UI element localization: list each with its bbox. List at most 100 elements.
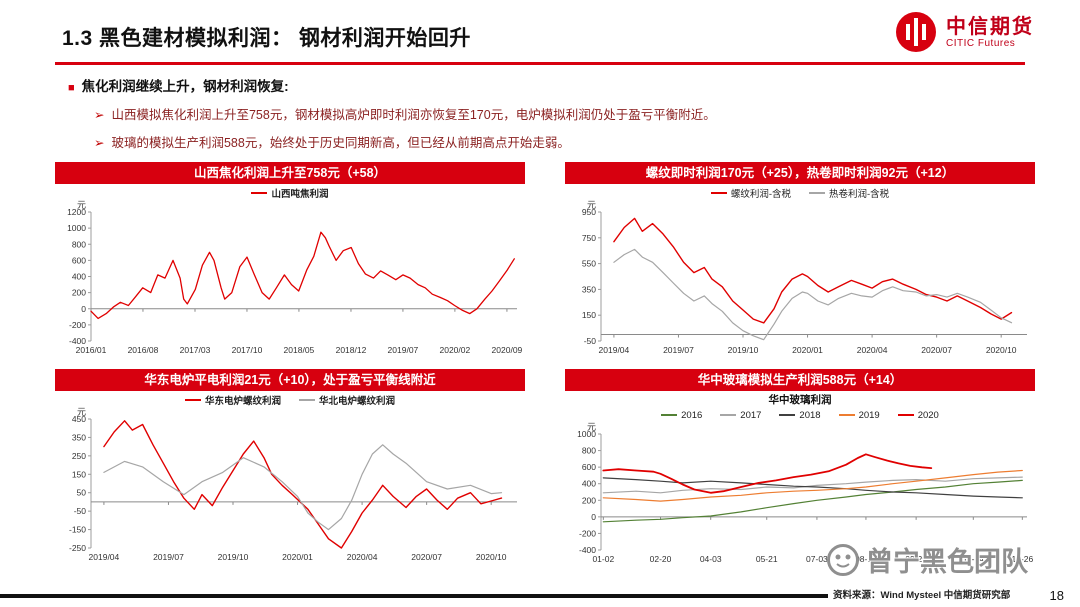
svg-text:2016/01: 2016/01 xyxy=(76,345,107,355)
summary-bullet: ➢ 山西模拟焦化利润上升至758元，钢材模拟高炉即时利润亦恢复至170元，电炉模拟… xyxy=(94,104,1020,123)
legend-swatch xyxy=(897,414,914,416)
summary-heading: ■ 焦化利润继续上升，钢材利润恢复: xyxy=(68,75,1020,95)
svg-text:550: 550 xyxy=(582,259,596,269)
chart-legend: 螺纹利润-含税 热卷利润-含税 xyxy=(565,186,1035,200)
logo-brand-en: CITIC Futures xyxy=(946,37,1016,49)
legend-label: 2017 xyxy=(740,409,762,421)
watermark-text: 曾宁黑色团队 xyxy=(866,547,1028,577)
chart-rebar-hrc-profit: 螺纹即时利润170元（+25），热卷即时利润92元（+12） 螺纹利润-含税 热卷… xyxy=(565,162,1035,357)
citic-logo-icon xyxy=(896,12,936,52)
legend-item: 山西吨焦利润 xyxy=(251,186,329,200)
svg-text:2019/07: 2019/07 xyxy=(388,345,419,355)
svg-text:400: 400 xyxy=(72,272,86,282)
citic-logo: 中信期货 CITIC Futures xyxy=(894,10,1034,54)
charts-grid: 山西焦化利润上升至758元（+58） 山西吨焦利润 1200 1000 800 600… xyxy=(0,151,1080,566)
svg-text:2020/04: 2020/04 xyxy=(857,345,888,355)
summary-block: ■ 焦化利润继续上升，钢材利润恢复: ➢ 山西模拟焦化利润上升至758元，钢材模拟高… xyxy=(0,65,1080,151)
chart-header: 山西焦化利润上升至758元（+58） xyxy=(55,162,525,184)
svg-text:2020/07: 2020/07 xyxy=(411,552,442,562)
legend-label: 山西吨焦利润 xyxy=(271,189,329,200)
legend-swatch xyxy=(184,399,201,401)
svg-text:12-26: 12-26 xyxy=(1011,554,1033,564)
page-title: 1.3 黑色建材模拟利润： 钢材利润开始回升 xyxy=(62,27,471,50)
legend-item: 2016 xyxy=(661,410,702,421)
svg-text:2020/10: 2020/10 xyxy=(476,552,507,562)
svg-text:0: 0 xyxy=(81,304,86,314)
chart-legend: 华东电炉螺纹利润 华北电炉螺纹利润 xyxy=(55,393,525,407)
svg-text:-50: -50 xyxy=(74,506,87,516)
legend-swatch xyxy=(809,192,825,194)
svg-text:600: 600 xyxy=(72,255,86,265)
chart-eaf-profit: 华东电炉平电利润21元（+10），处于盈亏平衡线附近 华东电炉螺纹利润 华北电炉螺… xyxy=(55,369,525,566)
legend-swatch xyxy=(661,414,678,416)
svg-text:元: 元 xyxy=(77,407,86,417)
svg-text:250: 250 xyxy=(72,451,86,461)
svg-text:800: 800 xyxy=(582,446,596,456)
legend-item: 华北电炉螺纹利润 xyxy=(299,393,395,407)
svg-text:04-03: 04-03 xyxy=(700,554,722,564)
svg-text:2019/10: 2019/10 xyxy=(218,552,249,562)
svg-text:2020/09: 2020/09 xyxy=(492,345,523,355)
team-logo-icon xyxy=(827,543,859,576)
chart-shanxi-coke-profit: 山西焦化利润上升至758元（+58） 山西吨焦利润 1200 1000 800 600… xyxy=(55,162,525,357)
chart-legend: 2016 2017 2018 2019 2020 xyxy=(565,409,1035,421)
legend-label: 2019 xyxy=(858,409,880,421)
svg-text:2019/07: 2019/07 xyxy=(663,345,694,355)
svg-text:-150: -150 xyxy=(69,525,86,535)
svg-text:2019/07: 2019/07 xyxy=(153,552,184,562)
bullet-arrow-icon: ➢ xyxy=(94,108,105,122)
team-watermark: 曾宁黑色团队 xyxy=(826,540,1028,579)
legend-item: 螺纹利润-含税 xyxy=(710,186,791,200)
footer-bar xyxy=(0,594,828,598)
legend-swatch xyxy=(720,414,737,416)
svg-text:2019/04: 2019/04 xyxy=(89,552,120,562)
svg-text:元: 元 xyxy=(587,200,596,210)
legend-label: 华北电炉螺纹利润 xyxy=(319,396,396,407)
legend-item: 华东电炉螺纹利润 xyxy=(184,393,281,407)
summary-heading-text: 焦化利润继续上升，钢材利润恢复: xyxy=(81,79,289,94)
svg-text:2020/04: 2020/04 xyxy=(347,552,378,562)
svg-text:07-03: 07-03 xyxy=(806,554,828,564)
page-number: 18 xyxy=(1049,588,1064,603)
svg-text:-250: -250 xyxy=(69,543,86,553)
svg-text:150: 150 xyxy=(72,469,86,479)
legend-swatch xyxy=(251,192,268,194)
legend-label: 华东电炉螺纹利润 xyxy=(204,396,281,407)
chart-glass-profit: 华中玻璃模拟生产利润588元（+14） 华中玻璃利润 2016 2017 2018 2… xyxy=(565,369,1035,566)
legend-swatch xyxy=(779,414,796,416)
legend-item: 热卷利润-含税 xyxy=(809,186,889,200)
svg-text:200: 200 xyxy=(582,495,596,505)
svg-text:-200: -200 xyxy=(579,528,596,538)
legend-swatch xyxy=(299,399,315,401)
svg-text:2016/08: 2016/08 xyxy=(128,345,159,355)
svg-text:2020/07: 2020/07 xyxy=(921,345,952,355)
svg-text:05-21: 05-21 xyxy=(756,554,778,564)
svg-text:02-20: 02-20 xyxy=(650,554,672,564)
summary-bullet-text: 玻璃的模拟生产利润588元，始终处于历史同期新高，但已经从前期高点开始走弱。 xyxy=(111,136,570,150)
chart-title: 华中玻璃利润 xyxy=(768,394,832,406)
slide-header: 1.3 黑色建材模拟利润： 钢材利润开始回升 中信期货 CITIC Future… xyxy=(0,0,1080,54)
svg-text:2019/04: 2019/04 xyxy=(599,345,630,355)
svg-text:11-14: 11-14 xyxy=(963,554,984,564)
svg-text:-50: -50 xyxy=(584,336,597,346)
svg-text:2020/10: 2020/10 xyxy=(986,345,1017,355)
svg-text:950: 950 xyxy=(582,207,596,217)
logo-text: 中信期货 CITIC Futures xyxy=(946,16,1034,49)
legend-swatch xyxy=(710,192,727,194)
legend-label: 2016 xyxy=(681,409,703,421)
svg-text:2020/01: 2020/01 xyxy=(282,552,313,562)
svg-text:350: 350 xyxy=(72,432,86,442)
legend-item: 2019 xyxy=(838,409,880,421)
svg-text:2020/01: 2020/01 xyxy=(792,345,823,355)
legend-item: 2017 xyxy=(720,410,761,421)
svg-text:元: 元 xyxy=(587,422,596,432)
legend-item: 2018 xyxy=(779,410,821,421)
chart-header: 螺纹即时利润170元（+25），热卷即时利润92元（+12） xyxy=(565,162,1035,184)
svg-text:08-14: 08-14 xyxy=(855,554,877,564)
svg-text:150: 150 xyxy=(582,310,596,320)
chart-legend: 山西吨焦利润 xyxy=(55,186,525,200)
svg-text:09-26: 09-26 xyxy=(905,554,927,564)
svg-text:450: 450 xyxy=(72,414,86,424)
